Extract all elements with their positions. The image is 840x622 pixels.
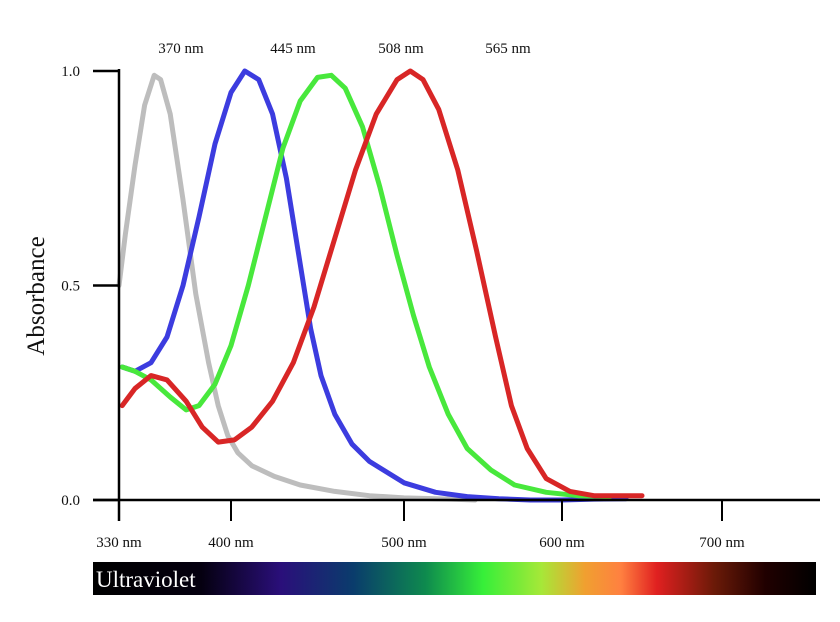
- x-tick-label-3: 600 nm: [539, 535, 585, 551]
- y-tick-label-2: 1.0: [61, 64, 80, 80]
- peak-label-508: 508 nm: [378, 41, 424, 57]
- peak-label-565: 565 nm: [485, 41, 531, 57]
- x-tick-label-2: 500 nm: [381, 535, 427, 551]
- series-line-0: [116, 72, 478, 503]
- x-ticks: 330 nm 400 nm 500 nm 600 nm 700 nm: [96, 500, 745, 551]
- x-tick-label-4: 700 nm: [699, 535, 745, 551]
- spectrum-bar: [93, 562, 816, 595]
- y-tick-label-0: 0.0: [61, 493, 80, 509]
- peak-labels: 370 nm 445 nm 508 nm 565 nm: [158, 41, 531, 57]
- peak-label-445: 445 nm: [270, 41, 316, 57]
- y-ticks: 0.0 0.5 1.0: [61, 64, 119, 509]
- peak-label-370: 370 nm: [158, 41, 204, 57]
- axes: [93, 69, 820, 521]
- spectrum-bar-label: Ultraviolet: [96, 567, 196, 592]
- x-tick-label-0: 330 nm: [96, 535, 142, 551]
- series-layer: [116, 68, 645, 503]
- y-axis-label: Absorbance: [23, 236, 50, 355]
- series-line-1: [119, 68, 629, 503]
- y-tick-label-1: 0.5: [61, 279, 80, 295]
- x-tick-label-1: 400 nm: [208, 535, 254, 551]
- series-line-3: [119, 68, 645, 499]
